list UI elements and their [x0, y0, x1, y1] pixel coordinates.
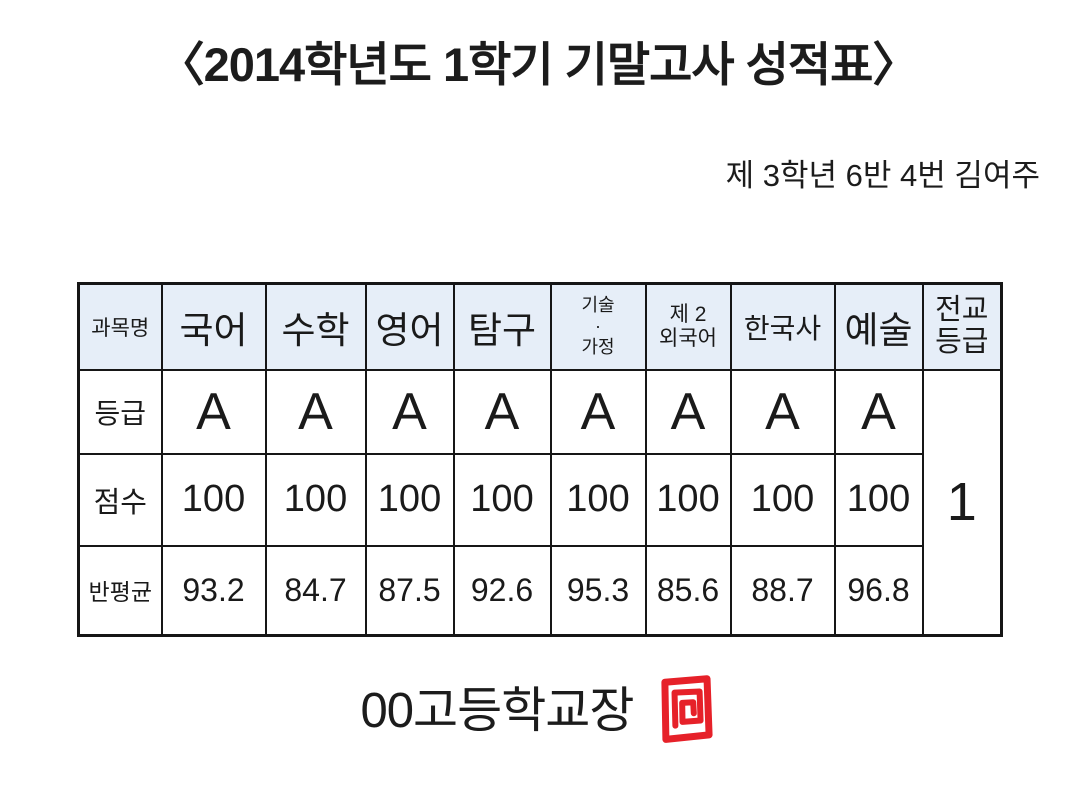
- header-korean: 국어: [160, 282, 267, 371]
- average-cell: 87.5: [364, 544, 455, 637]
- average-cell: 95.3: [549, 544, 647, 637]
- average-row: 반평균 93.2 84.7 87.5 92.6 95.3 85.6 88.7 9…: [77, 544, 1002, 637]
- grade-cell: A: [160, 368, 267, 455]
- score-cell: 100: [452, 452, 552, 547]
- header-school-rank: 전교 등급: [921, 282, 1003, 371]
- issuer-name: 00고등학교장: [360, 683, 635, 738]
- header-math: 수학: [264, 282, 367, 371]
- grade-cell: A: [364, 368, 455, 455]
- grade-cell: A: [729, 368, 836, 455]
- score-cell: 100: [833, 452, 924, 547]
- grade-cell: A: [452, 368, 552, 455]
- score-cell: 100: [160, 452, 267, 547]
- student-info: 제 3학년 6반 4번 김여주: [725, 158, 1040, 193]
- overall-rank-cell: 1: [921, 368, 1003, 637]
- score-cell: 100: [549, 452, 647, 547]
- header-inquiry: 탐구: [452, 282, 552, 371]
- average-cell: 88.7: [729, 544, 836, 637]
- average-cell: 85.6: [644, 544, 732, 637]
- header-subject-name: 과목명: [77, 282, 163, 371]
- page-title: 〈2014학년도 1학기 기말고사 성적표〉: [157, 38, 920, 91]
- grade-cell: A: [644, 368, 732, 455]
- grade-cell: A: [264, 368, 367, 455]
- average-cell: 96.8: [833, 544, 924, 637]
- header-second-language: 제 2 외국어: [644, 282, 732, 371]
- score-cell: 100: [364, 452, 455, 547]
- header-korean-history: 한국사: [729, 282, 836, 371]
- header-tech-home: 기술 · 가정: [549, 282, 647, 371]
- table-header-row: 과목명 국어 수학 영어 탐구 기술 · 가정 제 2 외국어 한국사 예술 전…: [77, 282, 1003, 371]
- row-label-class-average: 반평균: [77, 544, 163, 637]
- score-row: 점수 100 100 100 100 100 100 100 100: [77, 452, 1002, 547]
- score-cell: 100: [264, 452, 367, 547]
- score-cell: 100: [729, 452, 836, 547]
- average-cell: 92.6: [452, 544, 552, 637]
- header-arts: 예술: [833, 282, 924, 371]
- principal-seal-stamp-icon: [661, 675, 714, 743]
- row-label-score: 점수: [77, 452, 163, 547]
- row-label-grade: 등급: [77, 368, 163, 455]
- grade-cell: A: [549, 368, 647, 455]
- grade-row: 등급 A A A A A A A A 1: [77, 368, 1003, 637]
- average-cell: 84.7: [264, 544, 367, 637]
- footer: 00고등학교장: [0, 668, 1076, 744]
- header-english: 영어: [364, 282, 455, 371]
- grade-cell: A: [833, 368, 924, 455]
- average-cell: 93.2: [160, 544, 267, 637]
- grades-table: 과목명 국어 수학 영어 탐구 기술 · 가정 제 2 외국어 한국사 예술 전…: [77, 282, 1003, 637]
- score-cell: 100: [644, 452, 732, 547]
